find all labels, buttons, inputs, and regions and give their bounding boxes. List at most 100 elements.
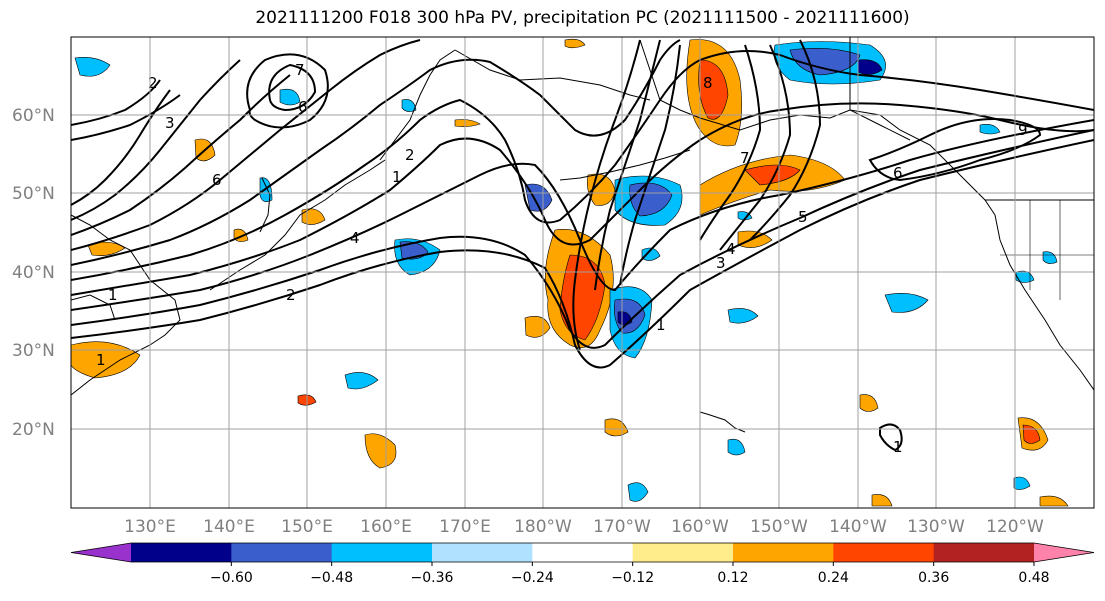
lon-label: 140°W (829, 517, 887, 537)
precip-positive-area (871, 494, 893, 507)
coastline-na-west (994, 214, 1094, 391)
lon-label: 120°W (986, 517, 1044, 537)
coastline-kamchatka (379, 49, 456, 161)
pv-contour-line (71, 74, 291, 236)
pv-contour-line (71, 79, 161, 126)
precip-positive-core (559, 254, 606, 341)
colorbar-swatch (532, 543, 634, 562)
contour-label: 1 (108, 286, 118, 304)
longitude-labels: 130°E 140°E 150°E 160°E 170°E 180°W 170°… (124, 517, 1044, 537)
coastline-siberia (454, 49, 651, 101)
lon-label: 170°W (593, 517, 651, 537)
contour-label: 2 (286, 286, 296, 304)
precip-negative-area (1013, 476, 1031, 490)
colorbar-swatch (833, 543, 935, 562)
contour-label: 1 (893, 438, 903, 456)
contour-label: 1 (96, 351, 106, 369)
colorbar-outline (70, 542, 1095, 563)
latitude-labels: 60°N 50°N 40°N 30°N 20°N (12, 106, 55, 440)
precip-positive-area (71, 341, 141, 379)
pv-contour-line (619, 44, 681, 286)
coastline-aleutians (559, 149, 691, 181)
colorbar-tick-label: 0.36 (918, 570, 949, 586)
lat-label: 20°N (12, 420, 55, 440)
pv-contour-line (71, 139, 1094, 369)
pv-contours (71, 39, 1094, 452)
pv-contour-line (879, 423, 903, 452)
colorbar-tick-labels: −0.60 −0.48 −0.36 −0.24 −0.12 0.12 0.24 0.36 0.4… (210, 562, 1050, 586)
pv-contour-line (71, 102, 1094, 296)
lat-label: 60°N (12, 106, 55, 126)
colorbar-swatch (733, 543, 834, 562)
colorbar-swatch (231, 543, 333, 562)
precip-positive-area (364, 433, 397, 469)
pv-contour-line (749, 39, 822, 241)
colorbar-tick-label: −0.24 (511, 570, 554, 586)
contour-label: 7 (295, 61, 305, 79)
colorbar-tick-label: −0.48 (310, 570, 353, 586)
coastlines (71, 37, 1094, 433)
pv-contour-line (594, 39, 661, 291)
precip-negative-area (344, 372, 379, 390)
precip-negative-area (524, 183, 553, 212)
colorbar-tick-label: 0.12 (717, 570, 748, 586)
colorbar-swatch (432, 543, 533, 562)
precip-negative-area (1042, 251, 1058, 264)
contour-label: 6 (298, 98, 308, 116)
contour-label: 4 (726, 240, 736, 258)
contour-label: 8 (703, 74, 713, 92)
precip-negative-area (627, 482, 649, 502)
pv-contour-line (71, 129, 1094, 349)
colorbar-tick-label: 0.48 (1018, 570, 1049, 586)
contour-label: 3 (165, 114, 175, 132)
contour-label: 1 (392, 168, 402, 186)
precip-positive-area (859, 394, 879, 412)
precip-negative-core (857, 59, 883, 75)
colorbar-tick-label: −0.60 (210, 570, 253, 586)
lat-label: 30°N (12, 341, 55, 361)
border-us-states (1000, 200, 1094, 300)
lon-label: 160°W (671, 517, 729, 537)
pv-contour-line (71, 59, 241, 221)
plot-frame (70, 36, 1095, 509)
precip-positive-area (301, 208, 326, 225)
precip-negative-area (279, 88, 301, 106)
colorbar-tick-label: −0.12 (611, 570, 654, 586)
colorbar-extend-max (1034, 543, 1094, 562)
lon-label: 150°E (281, 517, 333, 537)
contour-label: 7 (740, 149, 750, 167)
graticule (71, 37, 1094, 508)
precip-positive-area (524, 316, 551, 338)
colorbar-swatch (632, 543, 734, 562)
colorbar (70, 542, 1095, 563)
contour-label: 5 (798, 208, 808, 226)
precip-negative-core (629, 182, 673, 217)
precip-positive-core (1022, 424, 1041, 444)
pv-contour-line (71, 94, 181, 141)
contour-label: 2 (405, 146, 415, 164)
map-title: 2021111200 F018 300 hPa PV, precipitatio… (255, 8, 910, 28)
contour-label: 6 (212, 171, 222, 189)
contour-label: 6 (893, 164, 903, 182)
precip-positive-area (737, 230, 773, 248)
colorbar-tick-label: −0.36 (411, 570, 454, 586)
contour-label: 1 (656, 316, 666, 334)
colorbar-swatch (331, 543, 433, 562)
precip-positive-area (454, 119, 481, 127)
pv-contour-line (699, 44, 762, 241)
contour-label: 3 (716, 254, 726, 272)
lon-label: 140°E (203, 517, 255, 537)
precip-negative-area (401, 99, 417, 112)
pv-contour-line (246, 53, 329, 129)
pv-contour-line (71, 119, 1094, 311)
precip-negative-area (727, 438, 746, 456)
colorbar-tick-label: 0.24 (818, 570, 849, 586)
precip-negative-area (641, 247, 661, 261)
pv-contour-line (268, 63, 317, 112)
coastline-japan (209, 159, 386, 291)
lat-label: 50°N (12, 184, 55, 204)
pv-contour-line (868, 118, 1042, 182)
precip-negative-area (727, 308, 759, 324)
pv-contour-line (71, 50, 1094, 281)
